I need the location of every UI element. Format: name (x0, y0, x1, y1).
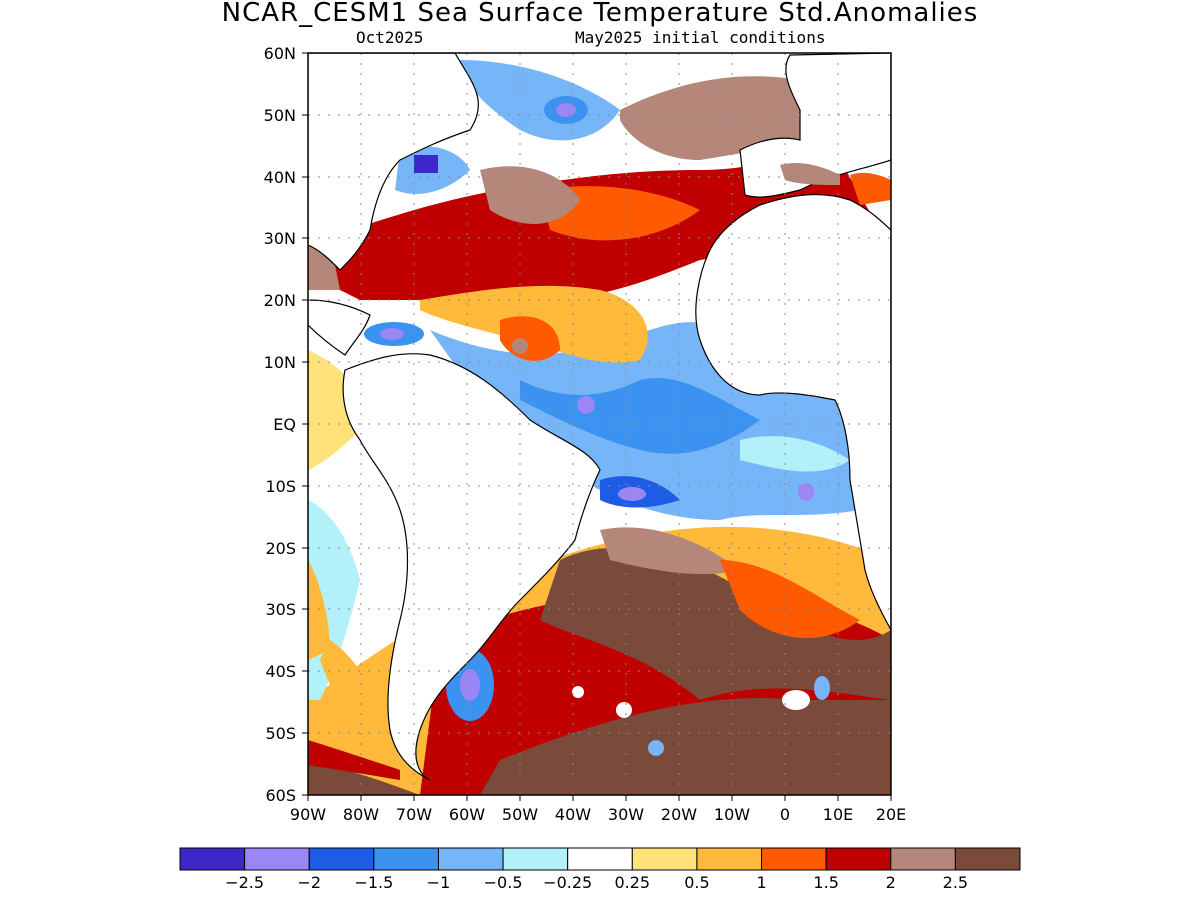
lat-label: 10N (264, 353, 296, 372)
colorbar-label: 0.25 (614, 873, 650, 892)
colorbar-label: −0.25 (543, 873, 592, 892)
lon-label: 40W (555, 805, 591, 824)
lon-label: 50W (502, 805, 538, 824)
lon-ticks (307, 795, 892, 801)
lat-label: 60N (264, 44, 296, 63)
south-brown-region (480, 698, 891, 795)
colorbar-swatch (825, 847, 892, 871)
lat-label: 30N (264, 229, 296, 248)
colorbar-swatch (761, 847, 827, 871)
colorbar: −2.5 −2 −1.5 −1 −0.5 −0.25 0.25 0.5 1 1.5 2 2.5 (179, 847, 1021, 892)
lon-label: 90W (290, 805, 326, 824)
colorbar-label: −2.5 (225, 873, 264, 892)
south-atlantic-brown (540, 547, 891, 700)
lat-label: 60S (265, 786, 296, 805)
lat-label: 10S (265, 477, 296, 496)
colorbar-swatch (244, 847, 310, 871)
north-america-land (308, 53, 480, 271)
lon-label: 0 (780, 805, 790, 824)
colorbar-swatch (890, 847, 956, 871)
colorbar-label: −2 (297, 873, 321, 892)
graticule (308, 53, 891, 795)
lon-label: 20E (876, 805, 906, 824)
lon-label: 10E (823, 805, 853, 824)
colorbar-swatch (437, 847, 504, 871)
colorbar-swatch (954, 847, 1021, 871)
lon-label: 20W (661, 805, 697, 824)
lon-label: 10W (714, 805, 750, 824)
south-america-land (342, 353, 601, 781)
lat-label: 40S (265, 662, 296, 681)
lon-labels: 90W 80W 70W 60W 50W 40W 30W 20W 10W 0 10… (290, 805, 906, 824)
anomaly-field (308, 53, 891, 795)
colorbar-swatch (631, 847, 698, 871)
lat-label: 30S (265, 600, 296, 619)
colorbar-label: 2 (886, 873, 896, 892)
colorbar-label: 1 (756, 873, 766, 892)
lat-ticks (302, 52, 308, 796)
map-title: NCAR_CESM1 Sea Surface Temperature Std.A… (221, 0, 979, 28)
africa-land (695, 193, 891, 631)
lat-label: 50N (264, 106, 296, 125)
colorbar-swatch (502, 847, 569, 871)
central-america-land (308, 299, 371, 356)
colorbar-label: −1 (427, 873, 451, 892)
lat-label: EQ (273, 415, 296, 434)
colorbar-swatch (696, 847, 763, 871)
colorbar-label: 2.5 (943, 873, 968, 892)
lon-label: 60W (449, 805, 485, 824)
lat-label: 20S (265, 539, 296, 558)
lon-label: 70W (396, 805, 432, 824)
lat-label: 50S (265, 724, 296, 743)
colorbar-label: −1.5 (354, 873, 393, 892)
south-atlantic-orange (720, 560, 860, 639)
lat-labels: 60N 50N 40N 30N 20N 10N EQ 10S 20S 30S 4… (264, 44, 296, 805)
colorbar-swatch (373, 847, 439, 871)
lon-label: 30W (608, 805, 644, 824)
colorbar-swatch (308, 847, 375, 871)
colorbar-label: 1.5 (813, 873, 838, 892)
colorbar-swatch (179, 847, 246, 871)
lat-label: 20N (264, 291, 296, 310)
initial-conditions: May2025 initial conditions (575, 28, 826, 47)
colorbar-swatch (567, 847, 633, 871)
europe-land (739, 53, 891, 198)
forecast-month: Oct2025 (356, 28, 424, 47)
lon-label: 80W (343, 805, 379, 824)
colorbar-label: −0.5 (484, 873, 523, 892)
colorbar-label: 0.5 (684, 873, 709, 892)
lat-label: 40N (264, 168, 296, 187)
